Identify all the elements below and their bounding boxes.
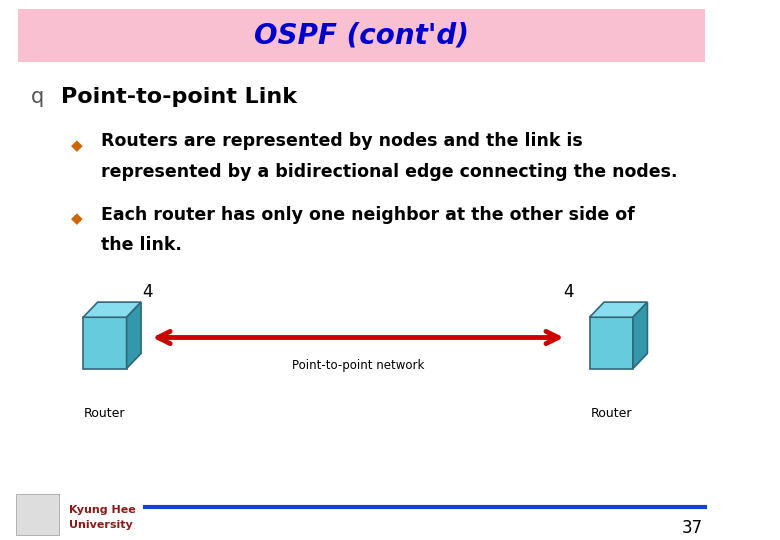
Text: University: University [69, 520, 133, 530]
Polygon shape [83, 302, 141, 317]
Text: ◆: ◆ [71, 211, 83, 226]
FancyBboxPatch shape [18, 9, 705, 62]
Polygon shape [126, 302, 141, 368]
FancyBboxPatch shape [16, 494, 59, 535]
Text: Each router has only one neighbor at the other side of: Each router has only one neighbor at the… [101, 206, 635, 224]
Polygon shape [590, 302, 647, 317]
Text: 4: 4 [563, 282, 573, 301]
Text: ◆: ◆ [71, 138, 83, 153]
Text: the link.: the link. [101, 235, 183, 254]
Polygon shape [633, 302, 647, 368]
Text: Router: Router [84, 407, 126, 420]
Text: q: q [30, 87, 44, 107]
Polygon shape [590, 317, 633, 368]
Text: 4: 4 [143, 282, 153, 301]
Text: represented by a bidirectional edge connecting the nodes.: represented by a bidirectional edge conn… [101, 163, 678, 181]
Polygon shape [83, 317, 126, 368]
Text: Kyung Hee: Kyung Hee [69, 505, 136, 515]
Text: 37: 37 [682, 519, 703, 537]
Text: Point-to-point network: Point-to-point network [292, 359, 424, 372]
Text: OSPF (cont'd): OSPF (cont'd) [254, 22, 469, 50]
Text: Routers are represented by nodes and the link is: Routers are represented by nodes and the… [101, 132, 583, 151]
Text: Point-to-point Link: Point-to-point Link [62, 87, 297, 107]
Text: Router: Router [590, 407, 632, 420]
